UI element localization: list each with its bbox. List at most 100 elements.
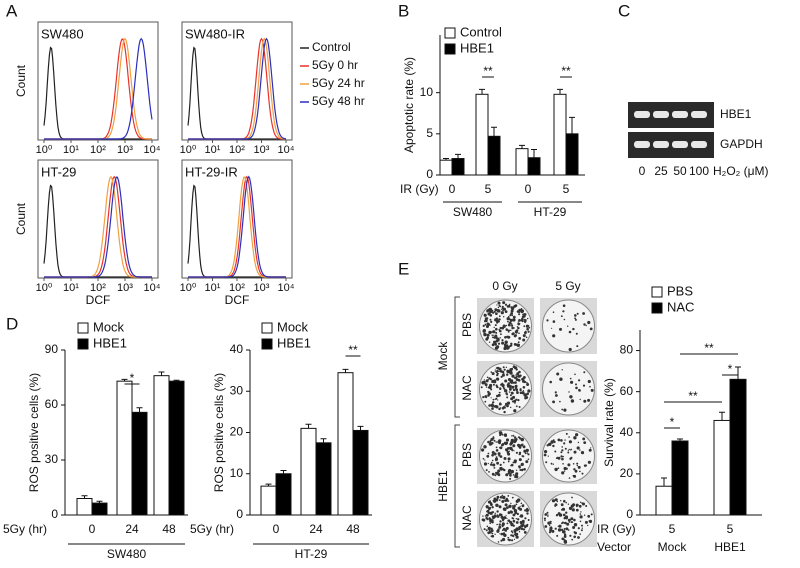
colony — [508, 391, 511, 393]
colony — [527, 330, 530, 333]
colony — [499, 329, 502, 333]
histogram-curve — [188, 175, 286, 278]
colony — [587, 379, 591, 384]
colony — [518, 531, 521, 533]
colony — [544, 525, 548, 528]
colony — [523, 376, 526, 379]
colony — [495, 441, 498, 443]
group-label: SW480 — [453, 205, 493, 219]
colony — [512, 315, 516, 319]
colony — [497, 469, 501, 473]
colony — [500, 532, 504, 536]
bar — [275, 473, 292, 516]
colony — [587, 460, 592, 464]
colony — [500, 375, 503, 378]
colony — [563, 408, 567, 412]
colony — [518, 310, 520, 312]
colony — [568, 391, 570, 393]
colony — [496, 321, 498, 323]
colony — [574, 373, 576, 376]
error-bar — [479, 88, 485, 95]
colony — [549, 380, 552, 384]
colony — [510, 344, 513, 347]
colony — [561, 449, 564, 452]
colony — [575, 433, 579, 437]
colony — [486, 333, 490, 337]
colony — [496, 449, 499, 451]
colony — [502, 386, 505, 389]
colony — [504, 499, 507, 502]
colony — [515, 518, 517, 520]
colony — [487, 452, 490, 455]
colony — [499, 387, 502, 391]
colony — [483, 313, 486, 316]
colony — [515, 499, 519, 503]
y-tick-label: 0 — [236, 507, 243, 521]
colony — [590, 447, 592, 449]
colony — [571, 508, 575, 512]
colony — [515, 469, 518, 471]
colony — [486, 454, 490, 458]
colony — [483, 462, 488, 466]
colony — [484, 320, 486, 323]
colony — [504, 379, 508, 383]
colony — [507, 511, 511, 515]
y-tick-label: 5 — [426, 126, 433, 140]
legend-swatch — [77, 338, 89, 350]
colony — [523, 445, 526, 447]
colony — [514, 387, 518, 390]
colony — [563, 499, 566, 503]
colony — [559, 400, 561, 403]
colony — [490, 320, 493, 323]
colony — [507, 457, 511, 461]
bar — [76, 498, 93, 516]
colony — [514, 381, 517, 384]
colony — [493, 405, 496, 408]
colony — [493, 439, 496, 442]
colony — [579, 449, 581, 451]
colony — [502, 309, 504, 312]
colony — [494, 370, 496, 372]
colony — [483, 445, 487, 449]
colony — [507, 382, 511, 385]
colony — [589, 385, 591, 388]
colony — [520, 527, 524, 531]
colony — [550, 440, 554, 444]
colony — [590, 513, 593, 516]
colony — [510, 324, 514, 327]
panel-label: B — [398, 1, 409, 20]
colony — [488, 385, 491, 387]
legend-label: NAC — [667, 299, 694, 314]
colony — [514, 531, 517, 534]
colony — [505, 324, 507, 327]
colony — [515, 503, 518, 506]
x-axis-label: IR (Gy) — [597, 522, 636, 536]
colony — [508, 321, 512, 325]
colony — [517, 322, 521, 326]
colony — [561, 508, 563, 511]
colony — [579, 390, 581, 392]
colony — [518, 370, 521, 374]
colony — [525, 460, 529, 464]
x-tick-label: 10² — [229, 282, 245, 294]
colony — [500, 513, 503, 517]
colony — [485, 396, 488, 399]
legend-label: HBE1 — [93, 335, 127, 350]
colony — [511, 517, 514, 520]
colony — [522, 334, 526, 338]
histogram-curve — [188, 37, 286, 140]
colony — [520, 468, 524, 472]
colony — [550, 526, 552, 529]
colony — [500, 515, 504, 519]
colony — [509, 520, 513, 524]
colony — [492, 330, 496, 334]
colony — [561, 457, 564, 461]
significance-label: ** — [348, 343, 358, 357]
colony — [496, 304, 498, 306]
colony — [567, 463, 571, 467]
legend-label: Mock — [277, 319, 309, 334]
colony — [513, 436, 517, 439]
colony — [506, 393, 509, 396]
colony — [503, 410, 506, 414]
colony-group: Mock — [436, 341, 450, 371]
